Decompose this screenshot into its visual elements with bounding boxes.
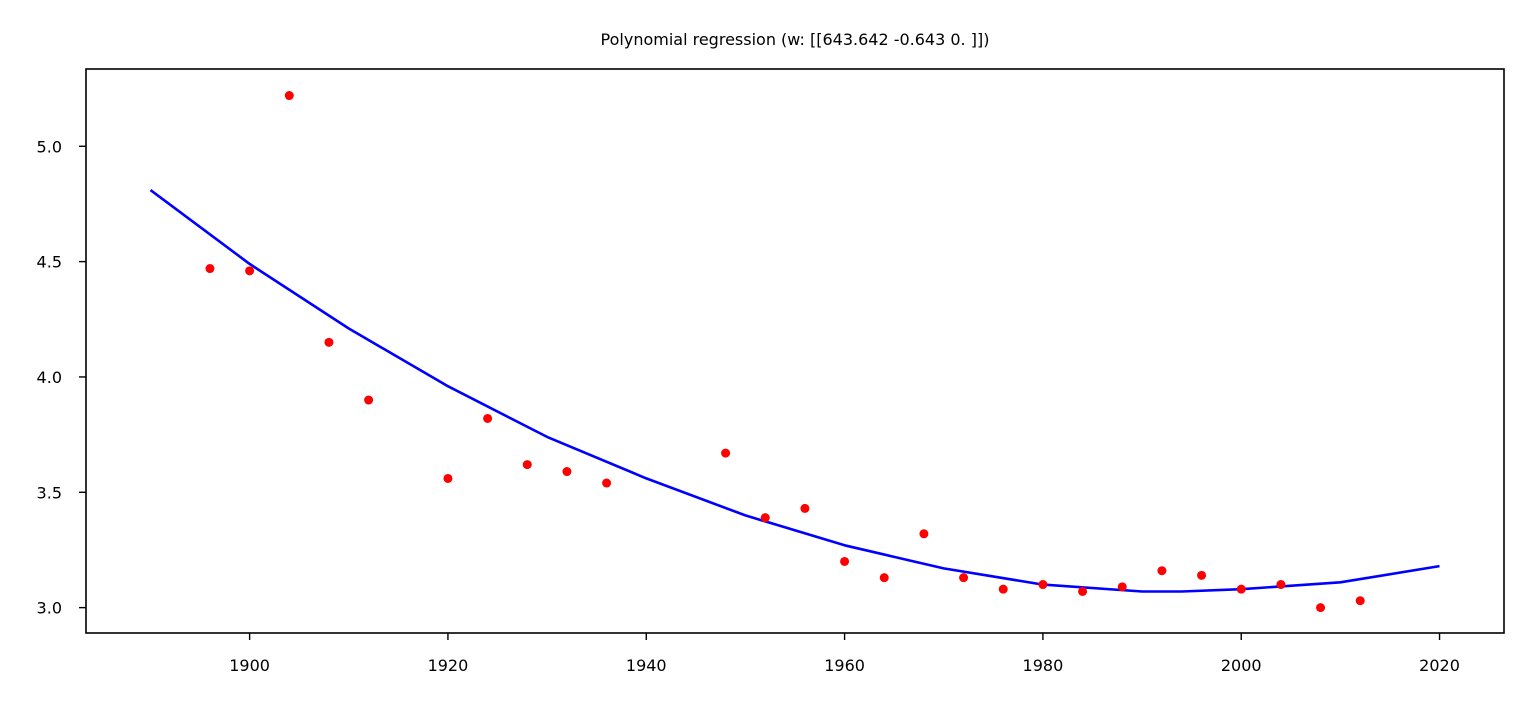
x-tick-label: 2020 xyxy=(1419,656,1460,675)
data-points-layer xyxy=(205,91,1365,613)
x-tick-label: 2000 xyxy=(1221,656,1262,675)
data-point xyxy=(959,573,969,583)
data-point xyxy=(721,448,731,458)
data-point xyxy=(919,529,929,539)
data-point xyxy=(602,478,612,488)
data-point xyxy=(1117,582,1127,592)
data-point xyxy=(562,467,572,477)
data-point xyxy=(245,266,255,276)
y-tick-label: 3.0 xyxy=(37,599,62,618)
data-point xyxy=(1236,584,1246,594)
data-point xyxy=(998,584,1008,594)
x-tick-label: 1920 xyxy=(428,656,469,675)
data-point xyxy=(364,395,374,405)
data-point xyxy=(800,503,810,513)
data-point xyxy=(1355,596,1365,606)
data-point xyxy=(760,513,770,523)
data-point xyxy=(205,264,215,274)
data-point xyxy=(1078,586,1088,596)
data-point xyxy=(1157,566,1167,576)
data-point xyxy=(1038,580,1048,590)
y-tick-label: 3.5 xyxy=(37,483,62,502)
data-point xyxy=(483,413,493,423)
chart-title: Polynomial regression (w: [[643.642 -0.6… xyxy=(601,30,990,49)
data-point xyxy=(840,556,850,566)
y-tick-label: 5.0 xyxy=(37,137,62,156)
plot-frame xyxy=(85,68,1505,634)
data-point xyxy=(324,337,334,347)
x-tick-label: 1940 xyxy=(626,656,667,675)
x-tick-label: 1900 xyxy=(229,656,270,675)
y-tick-label: 4.0 xyxy=(37,368,62,387)
fit-curve-line xyxy=(149,189,1440,593)
data-point xyxy=(1276,580,1286,590)
data-point xyxy=(443,473,453,483)
data-point xyxy=(879,573,889,583)
y-tick-label: 4.5 xyxy=(37,253,62,272)
data-point xyxy=(1197,570,1207,580)
data-point xyxy=(522,460,532,470)
x-axis: 1900 1920 1940 1960 1980 2000 2020 xyxy=(229,633,1460,675)
x-tick-label: 1960 xyxy=(824,656,865,675)
data-point xyxy=(284,91,294,101)
fit-curve-layer xyxy=(149,189,1440,593)
data-point xyxy=(1316,603,1326,613)
y-axis: 3.0 3.5 4.0 4.5 5.0 xyxy=(37,137,86,618)
x-tick-label: 1980 xyxy=(1023,656,1064,675)
